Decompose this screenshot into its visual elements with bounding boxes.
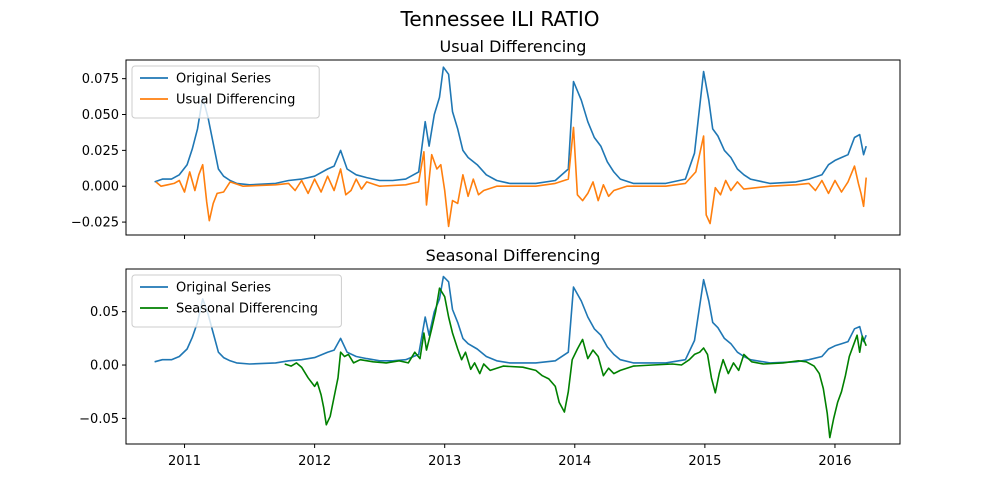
- legend: Original Series Usual Differencing: [131, 65, 320, 119]
- x-tick-label: 2016: [818, 454, 851, 469]
- y-tick-label: 0.050: [82, 108, 119, 123]
- x-tick-label: 2013: [428, 454, 461, 469]
- y-tick-label: 0.075: [82, 72, 119, 87]
- y-tick-label: 0.05: [90, 305, 119, 320]
- panel-2: Seasonal Differencing 0.05 0.00 −0.05 2011 20…: [79, 246, 901, 469]
- chart-panels: Usual Differencing 0.075 0.050 0.025 0.000 −0…: [71, 37, 901, 469]
- y-tick-label: 0.025: [82, 144, 119, 159]
- y-tick-label: −0.025: [71, 216, 119, 231]
- legend-label: Usual Differencing: [176, 93, 295, 108]
- plot-frame: [125, 268, 901, 445]
- legend-box: [131, 65, 320, 119]
- legend-label: Seasonal Differencing: [176, 302, 318, 317]
- panel-title: Seasonal Differencing: [426, 246, 601, 265]
- x-tick-label: 2012: [298, 454, 331, 469]
- y-tick-label: −0.05: [79, 412, 119, 427]
- y-tick-label: 0.00: [90, 359, 119, 374]
- panel-1: Usual Differencing 0.075 0.050 0.025 0.000 −0…: [71, 37, 901, 239]
- plot-frame: [125, 59, 901, 236]
- legend-box: [131, 274, 342, 328]
- x-tick-label: 2011: [168, 454, 201, 469]
- figure-title: Tennessee ILI RATIO: [400, 7, 600, 31]
- legend-label: Original Series: [176, 281, 271, 296]
- panel-title: Usual Differencing: [440, 37, 587, 56]
- x-tick-label: 2015: [688, 454, 721, 469]
- legend-label: Original Series: [176, 72, 271, 87]
- series-line-seasonal-differencing: [284, 287, 867, 439]
- x-tick-label: 2014: [558, 454, 591, 469]
- y-tick-label: 0.000: [82, 180, 119, 195]
- legend: Original Series Seasonal Differencing: [131, 274, 342, 328]
- series-line-usual-differencing: [155, 126, 867, 228]
